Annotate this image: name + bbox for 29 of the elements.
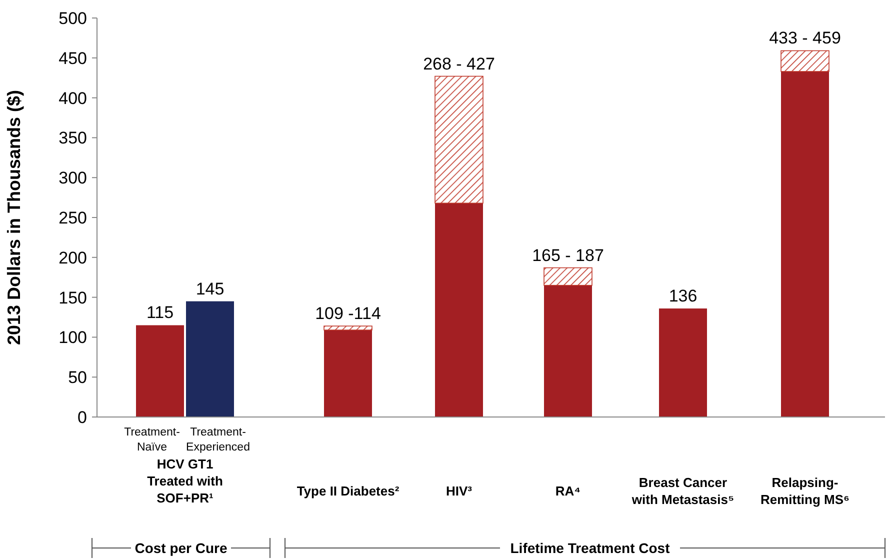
y-tick-label: 400 <box>58 88 87 108</box>
y-tick-label: 0 <box>78 408 87 427</box>
x-tick-label: Type II Diabetes² <box>296 484 400 499</box>
total-label: 115 <box>146 303 174 322</box>
x-tick-label: HIV³ <box>446 484 473 499</box>
y-tick-label: 50 <box>68 368 87 388</box>
text: Cost per Cure <box>134 540 228 556</box>
total-label: 268 - 427 <box>423 54 495 74</box>
y-tick-label: 500 <box>58 9 87 28</box>
y-tick-label: 450 <box>58 48 87 68</box>
text: HCV GT1 Treated with SOF+PR¹ <box>147 456 223 506</box>
y-tick-label: 200 <box>58 248 87 268</box>
y-tick-label: 250 <box>58 208 87 228</box>
x-tick-label: Breast Cancer with Metastasis⁵ <box>630 475 734 508</box>
total-label: 433 - 459 <box>769 28 841 48</box>
total-label: 165 - 187 <box>532 246 604 265</box>
y-tick-label: 300 <box>58 168 87 188</box>
y-tick-label: 150 <box>58 288 87 308</box>
y-axis-title: 2013 Dollars in Thousands ($) <box>4 90 24 346</box>
x-tick-label: Treatment-Experienced <box>186 426 250 454</box>
y-tick-label: 350 <box>58 128 87 148</box>
y-tick-label: 100 <box>58 328 87 348</box>
total-label: 145 <box>196 279 224 298</box>
total-label: 109 -114 <box>315 304 381 324</box>
x-tick-label: Treatment-Naïve <box>124 426 180 454</box>
text: Lifetime Treatment Cost <box>510 540 670 556</box>
total-label: 136 <box>668 286 698 306</box>
x-tick-label: RA⁴ <box>555 484 581 499</box>
x-tick-label: Relapsing-Remitting MS⁶ <box>760 475 850 508</box>
